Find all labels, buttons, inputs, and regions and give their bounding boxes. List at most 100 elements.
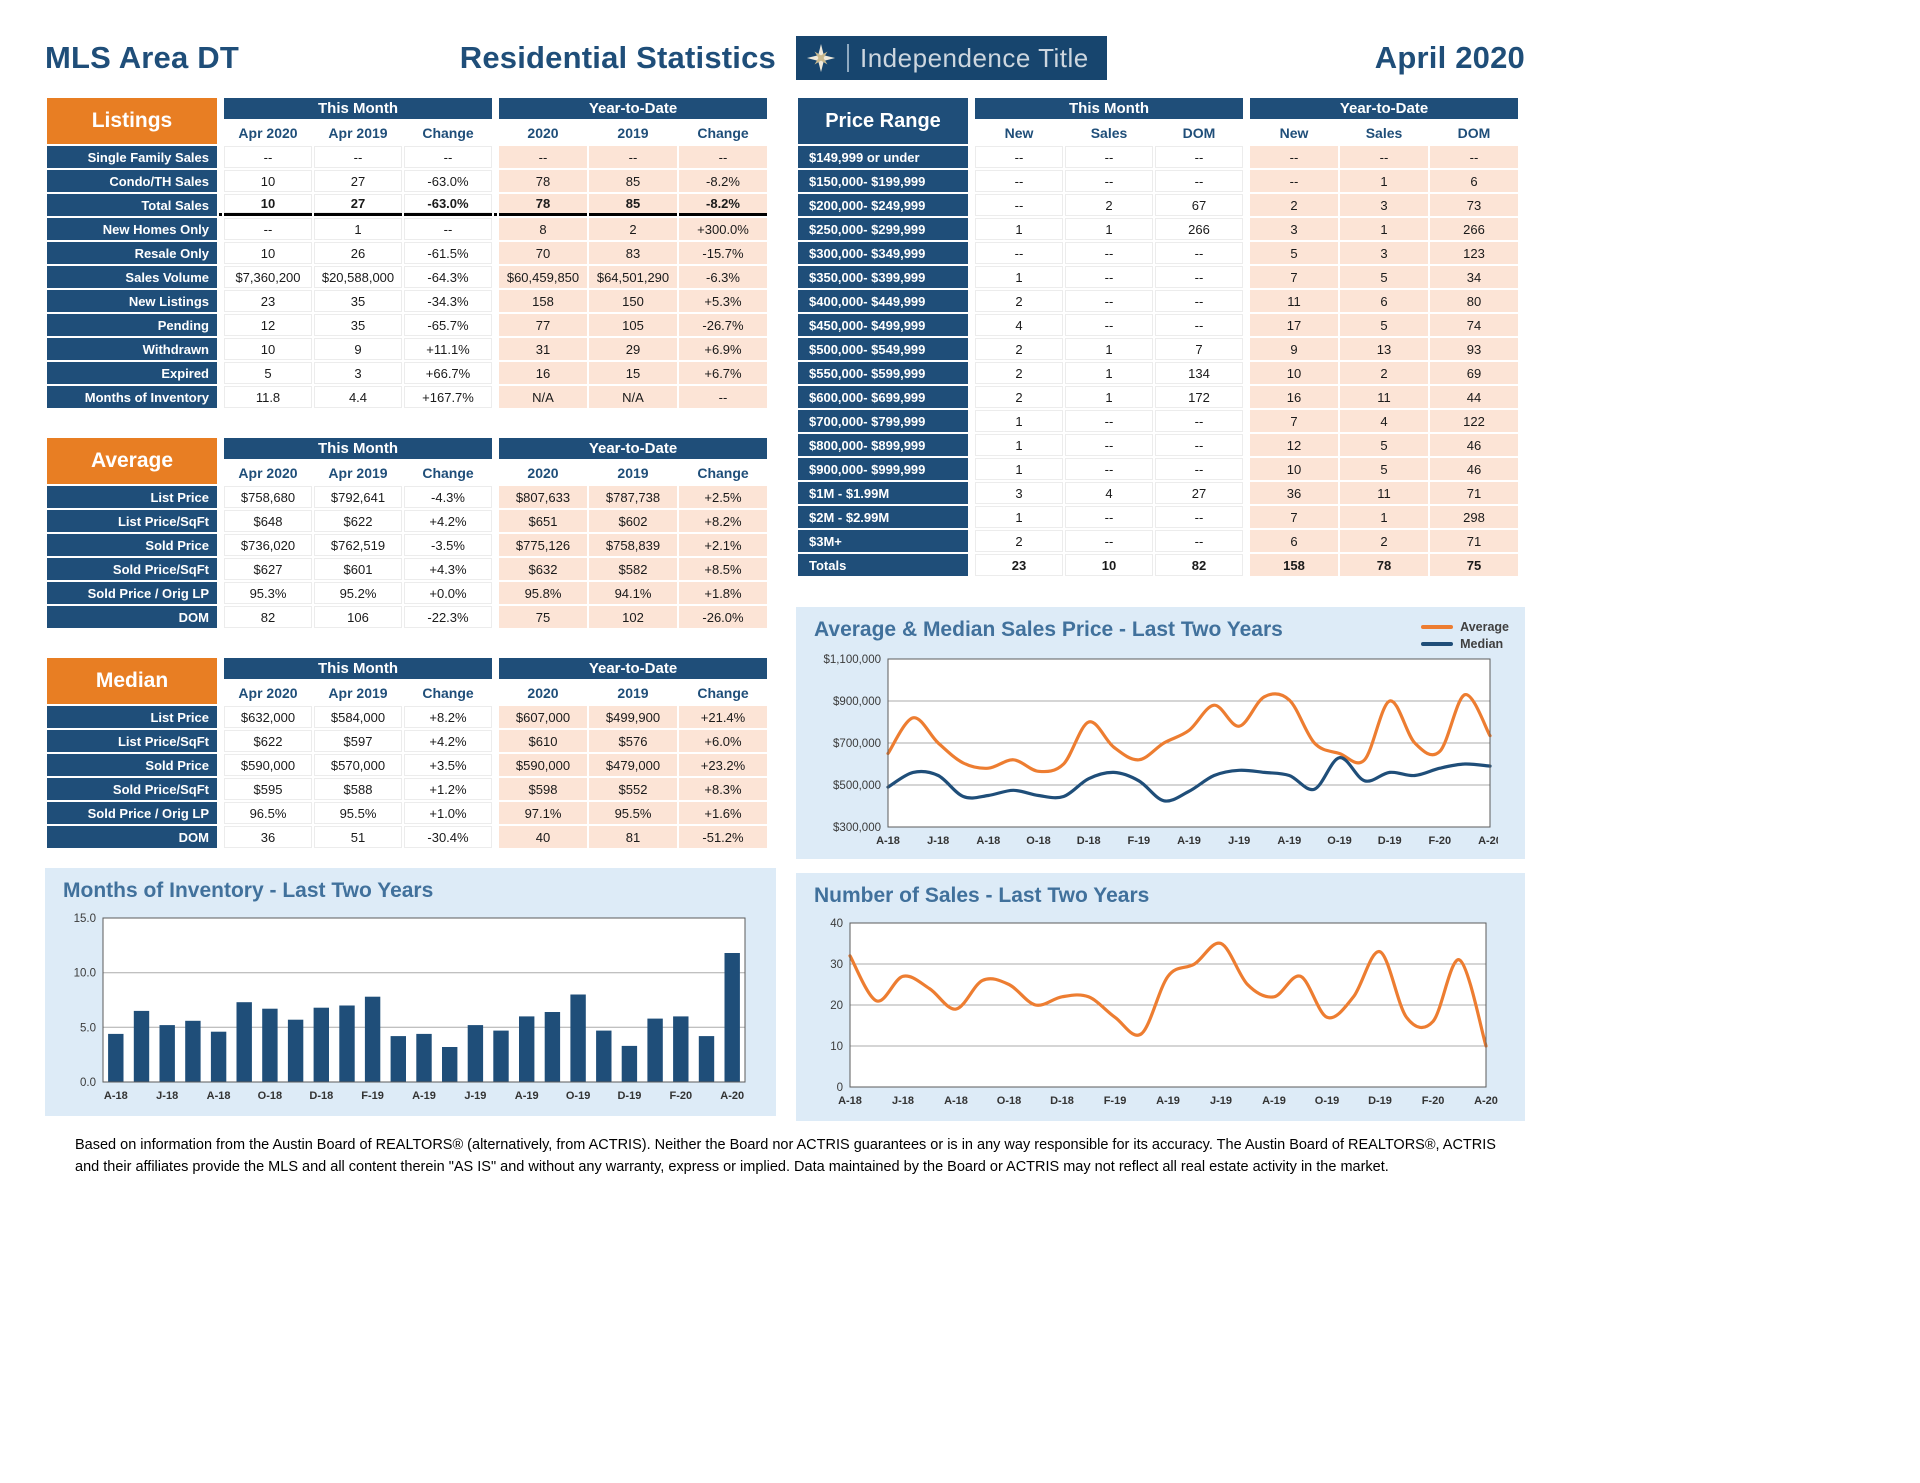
table-cell: $792,641 [314, 486, 402, 508]
inventory-bar [544, 1012, 561, 1082]
group-header-row: Median This Month Year-to-Date [47, 658, 767, 704]
group-header: This Month [224, 658, 492, 679]
svg-text:$1,100,000: $1,100,000 [823, 654, 881, 666]
row-label: Totals [798, 554, 968, 576]
row-label: Withdrawn [47, 338, 217, 360]
table-cell: -- [1065, 242, 1153, 264]
table-cell: +6.0% [679, 730, 767, 752]
table-cell: $632,000 [224, 706, 312, 728]
table-cell: 11.8 [224, 386, 312, 408]
column-header: Apr 2019 [314, 681, 402, 704]
row-label: Total Sales [47, 194, 217, 216]
table-row: $550,000- $599,999 2 1 134 10 2 69 [798, 362, 1518, 384]
row-label: $900,000- $999,999 [798, 458, 968, 480]
table-cell: -30.4% [404, 826, 492, 848]
inventory-bar [621, 1045, 638, 1082]
table-cell: 10 [224, 194, 312, 216]
table-row: Sold Price / Orig LP 96.5% 95.5% +1.0% 97.1%… [47, 802, 767, 824]
table-cell: +6.9% [679, 338, 767, 360]
table-cell: 1 [314, 218, 402, 240]
table-cell: $775,126 [499, 534, 587, 556]
chart-legend: Average Median [1421, 615, 1513, 651]
table-cell: $590,000 [224, 754, 312, 776]
table-cell: -26.7% [679, 314, 767, 336]
table-cell: +8.5% [679, 558, 767, 580]
row-label: $1M - $1.99M [798, 482, 968, 504]
table-cell: $552 [589, 778, 677, 800]
svg-text:20: 20 [830, 1000, 843, 1012]
table-cell: 95.3% [224, 582, 312, 604]
table-cell: $762,519 [314, 534, 402, 556]
table-cell: 7 [1155, 338, 1243, 360]
table-cell: -- [1430, 146, 1518, 168]
inventory-bar [159, 1025, 175, 1082]
average-line [886, 692, 1492, 774]
table-cell: 5 [1340, 266, 1428, 288]
table-cell: $787,738 [589, 486, 677, 508]
svg-text:A-20: A-20 [1478, 835, 1498, 847]
table-cell: $627 [224, 558, 312, 580]
table-row: Total Sales 10 27 -63.0% 78 85 -8.2% [47, 194, 767, 216]
table-cell: 158 [1250, 554, 1338, 576]
table-cell: 1 [975, 410, 1063, 432]
table-cell: +1.0% [404, 802, 492, 824]
row-label: Sold Price / Orig LP [47, 802, 217, 824]
table-cell: -26.0% [679, 606, 767, 628]
inventory-bar [698, 1036, 715, 1082]
table-cell: -8.2% [679, 194, 767, 216]
table-banner: Median [47, 658, 217, 704]
svg-text:D-18: D-18 [1077, 835, 1101, 847]
table-cell: 95.8% [499, 582, 587, 604]
table-cell: 158 [499, 290, 587, 312]
disclaimer-text: Based on information from the Austin Boa… [75, 1137, 1496, 1175]
table-row: $2M - $2.99M 1 -- -- 7 1 298 [798, 506, 1518, 528]
table-cell: 102 [589, 606, 677, 628]
table-cell: -- [975, 242, 1063, 264]
table-row: Sales Volume $7,360,200 $20,588,000 -64.3% $… [47, 266, 767, 288]
column-header: 2020 [499, 681, 587, 704]
table-cell: +66.7% [404, 362, 492, 384]
svg-text:A-18: A-18 [976, 835, 1000, 847]
header-right: Independence Title April 2020 [796, 36, 1525, 80]
table-cell: 44 [1430, 386, 1518, 408]
table-cell: $602 [589, 510, 677, 532]
table-cell: 106 [314, 606, 402, 628]
price-range-table: Price Range This Month Year-to-Date New Sale… [796, 96, 1525, 578]
table-cell: -- [975, 170, 1063, 192]
table-cell: +4.2% [404, 730, 492, 752]
table-cell: +1.8% [679, 582, 767, 604]
table-row: $3M+ 2 -- -- 6 2 71 [798, 530, 1518, 552]
left-column: Listings This Month Year-to-Date Apr 2020 Ap… [45, 96, 776, 1116]
svg-text:A-19: A-19 [515, 1090, 539, 1102]
table-cell: 27 [314, 170, 402, 192]
right-column: Price Range This Month Year-to-Date New Sale… [796, 96, 1525, 1121]
table-cell: $651 [499, 510, 587, 532]
table-cell: N/A [589, 386, 677, 408]
table-cell: -- [1155, 266, 1243, 288]
table-cell: 80 [1430, 290, 1518, 312]
table-cell: -- [1065, 146, 1153, 168]
table-cell: 11 [1250, 290, 1338, 312]
inventory-bar [133, 1010, 150, 1082]
table-cell: $632 [499, 558, 587, 580]
table-cell: 12 [1250, 434, 1338, 456]
column-header-row: Apr 2020 Apr 2019 Change 2020 2019 Change [47, 681, 767, 704]
table-cell: 3 [1250, 218, 1338, 240]
table-cell: 31 [499, 338, 587, 360]
table-cell: -- [1065, 170, 1153, 192]
table-median: Median This Month Year-to-Date Apr 2020 Apr … [45, 656, 769, 850]
table-cell: 266 [1155, 218, 1243, 240]
table-cell: +11.1% [404, 338, 492, 360]
table-cell: 5 [1340, 434, 1428, 456]
table-cell: 2 [1340, 362, 1428, 384]
column-header: 2019 [589, 681, 677, 704]
table-cell: $595 [224, 778, 312, 800]
table-cell: 4.4 [314, 386, 402, 408]
table-cell: $622 [314, 510, 402, 532]
column-header: Change [404, 121, 492, 144]
table-cell: -- [404, 146, 492, 168]
table-row: Withdrawn 10 9 +11.1% 31 29 +6.9% [47, 338, 767, 360]
median-table: Median This Month Year-to-Date Apr 2020 Apr … [45, 656, 776, 850]
table-cell: 82 [1155, 554, 1243, 576]
table-row: Sold Price $590,000 $570,000 +3.5% $590,000 $… [47, 754, 767, 776]
